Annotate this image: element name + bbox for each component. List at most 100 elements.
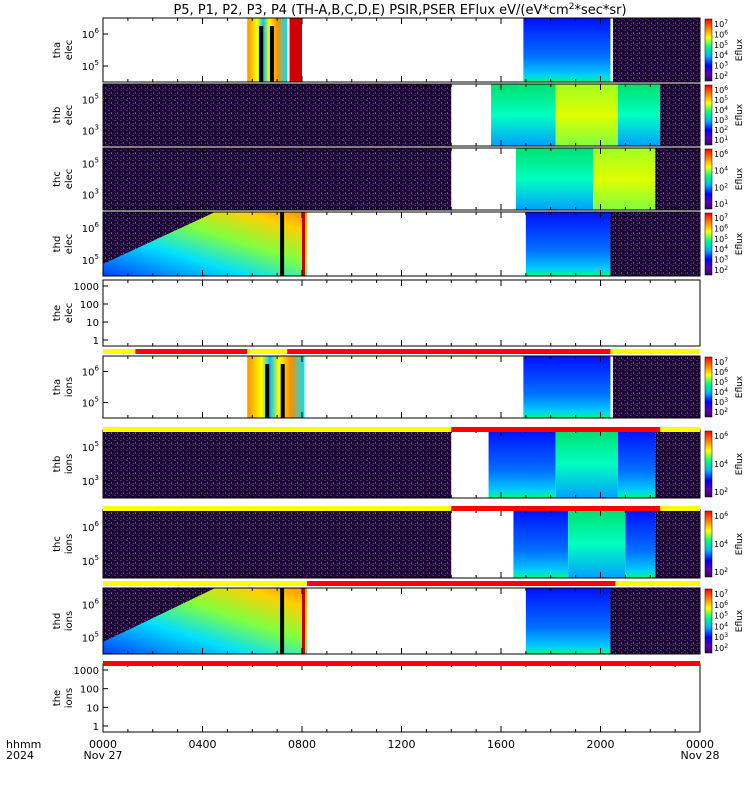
y-tick-exponent: 6 [95, 598, 100, 606]
colorbar-exponent: 1 [724, 135, 728, 142]
colorbar-label: 107 [714, 213, 728, 223]
colorbar-label: 102 [714, 487, 728, 497]
colorbar-exponent: 2 [724, 125, 728, 132]
colorbar-label: 104 [714, 539, 728, 549]
colorbar-exponent: 3 [724, 255, 728, 262]
panel-ylabel-species: ions [64, 611, 75, 631]
colorbar-exponent: 3 [724, 115, 728, 122]
data-block-blue_fill [523, 356, 611, 418]
data-block-noise [612, 18, 700, 82]
colorbar-title: Eflux [735, 375, 745, 398]
y-tick-label: 105 [82, 157, 99, 171]
mode-segment-slow [660, 427, 700, 432]
colorbar-exponent: 7 [724, 357, 728, 364]
data-block-noise [103, 84, 452, 146]
colorbar-exponent: 6 [724, 600, 728, 607]
colorbar-exponent: 2 [724, 265, 728, 272]
time-tick-date: Nov 27 [84, 749, 123, 762]
panel-frame [102, 663, 701, 733]
y-tick-exponent: 5 [95, 93, 99, 101]
colorbar-thc-elec: 106 104 102 101 Eflux [704, 148, 745, 210]
mode-segment-slow [103, 427, 452, 432]
data-block-blue_fill [525, 588, 611, 654]
colorbar-exponent: 3 [724, 61, 728, 68]
time-axis-label-year: 2024 [6, 749, 34, 762]
colorbar-title: Eflux [735, 609, 745, 632]
y-tick-exponent: 5 [95, 396, 99, 404]
panel-ylabel-probe: the [52, 690, 63, 706]
panel-ylabel-species: elec [64, 105, 75, 126]
time-axis-label-hhmm: hhmm [6, 738, 41, 751]
data-block-noise [103, 148, 452, 210]
colorbar-exponent: 6 [724, 511, 728, 518]
data-block-dropout [280, 588, 285, 654]
colorbar-title: Eflux [735, 232, 745, 255]
time-tick-label: 0400 [189, 738, 217, 751]
colorbar-exponent: 5 [724, 40, 728, 47]
panel-ylabel-species: ions [64, 688, 75, 708]
mode-segment-slow [103, 506, 452, 511]
colorbar-label: 105 [714, 377, 728, 387]
y-tick-exponent: 6 [95, 520, 100, 528]
y-tick-label: 106 [82, 520, 100, 534]
colorbar-exponent: 4 [724, 105, 728, 112]
y-tick-label: 105 [82, 440, 99, 454]
y-tick-label: 103 [82, 124, 99, 138]
colorbar-title: Eflux [735, 452, 745, 475]
panel-ylabel-probe: thb [52, 456, 63, 473]
time-tick-date: Nov 28 [681, 749, 720, 762]
colorbar-exponent: 5 [724, 95, 728, 102]
data-block-noise [610, 212, 700, 276]
y-tick-label: 1 [93, 722, 99, 733]
colorbar-label: 106 [714, 511, 728, 521]
colorbar-gradient [704, 18, 713, 82]
colorbar-exponent: 2 [724, 182, 728, 189]
colorbar-label: 106 [714, 431, 728, 441]
data-block-noise-overlay [103, 588, 216, 642]
colorbar-exponent: 6 [724, 149, 728, 156]
panel-thc-elec: thc elec 105 103 106 104 102 101 Eflux [52, 147, 745, 211]
panel-frame [102, 279, 701, 347]
y-tick-label: 103 [82, 474, 99, 488]
colorbar-title: Eflux [735, 38, 745, 61]
panel-ylabel-probe: the [52, 305, 63, 321]
mode-segment-fast [306, 581, 616, 586]
colorbar-label: 105 [714, 611, 728, 621]
time-tick-label: 1600 [487, 738, 515, 751]
mode-segment-fast [103, 661, 700, 666]
time-tick-label: 1200 [388, 738, 416, 751]
panel-ylabel-species: elec [64, 303, 75, 324]
data-block-dropout [280, 364, 285, 418]
y-tick-label: 10 [86, 703, 99, 714]
mode-segment-fast [451, 506, 661, 511]
data-block-noise [655, 148, 700, 210]
colorbar-label: 104 [714, 459, 728, 469]
data-block-green_fill [555, 430, 618, 498]
colorbar-label: 107 [714, 589, 728, 599]
data-block-dropout [269, 26, 274, 82]
data-block-blue_fill [513, 510, 569, 578]
mode-segment-slow [660, 506, 700, 511]
y-tick-exponent: 5 [95, 554, 99, 562]
colorbar-label: 104 [714, 387, 728, 397]
colorbar-label: 105 [714, 95, 728, 105]
colorbar-title: Eflux [735, 103, 745, 126]
mode-segment-slow [615, 581, 700, 586]
colorbar-gradient [704, 430, 713, 498]
mode-bar [103, 506, 700, 511]
colorbar-label: 106 [714, 29, 728, 39]
y-tick-label: 100 [80, 685, 99, 696]
colorbar-exponent: 6 [724, 29, 728, 36]
data-block-green_fill [617, 84, 661, 146]
mode-segment-slow [610, 349, 700, 354]
data-block-blue_fill [523, 18, 611, 82]
colorbar-label: 102 [714, 567, 728, 577]
